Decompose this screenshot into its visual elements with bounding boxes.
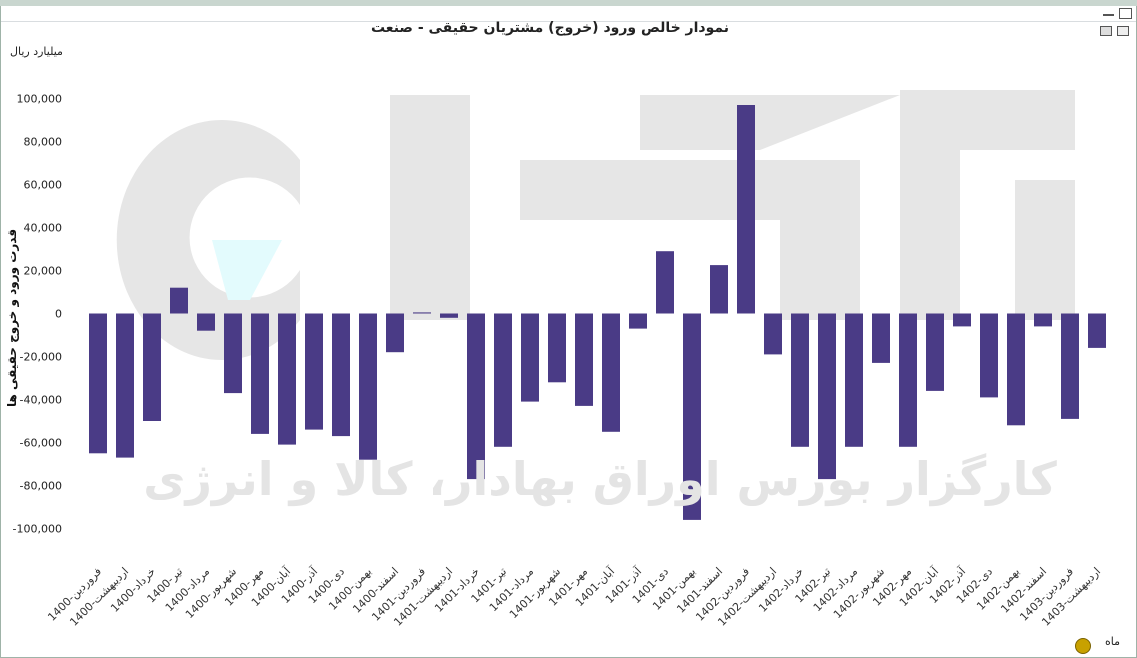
bar[interactable] — [1007, 313, 1025, 426]
bar[interactable] — [629, 313, 647, 329]
refresh-icon[interactable] — [1075, 638, 1091, 654]
bar[interactable] — [116, 313, 134, 458]
maximize-button[interactable] — [1119, 8, 1132, 19]
bar[interactable] — [872, 313, 890, 363]
bar[interactable] — [683, 313, 701, 520]
bar[interactable] — [953, 313, 971, 327]
y-tick-label: -100,000 — [13, 523, 62, 536]
bar[interactable] — [332, 313, 350, 437]
y-axis-title: قدرت ورود و خروج حقیقی ها — [5, 229, 20, 407]
period-label: ماه — [1105, 635, 1121, 648]
bars-group — [89, 105, 1106, 520]
y-tick-label: -40,000 — [20, 394, 62, 407]
bar[interactable] — [278, 313, 296, 445]
bar[interactable] — [845, 313, 863, 447]
y-tick-label: -80,000 — [20, 480, 62, 493]
bar[interactable] — [170, 287, 188, 314]
watermark-text: کارگزار بورس اوراق بهادار، کالا و انرژی — [143, 452, 1057, 506]
y-axis: 100,000 80,000 60,000 40,000 20,000 0 -20,000 -… — [13, 93, 62, 536]
y-tick-label: 20,000 — [24, 265, 63, 278]
bar[interactable] — [359, 313, 377, 460]
y-tick-label: 100,000 — [17, 93, 63, 106]
export-icon[interactable] — [1117, 26, 1129, 36]
bar[interactable] — [791, 313, 809, 447]
unit-label: میلیارد ریال — [10, 45, 63, 58]
bar[interactable] — [710, 265, 728, 314]
bar[interactable] — [305, 313, 323, 430]
bar[interactable] — [1088, 313, 1106, 348]
bar[interactable] — [980, 313, 998, 398]
bar[interactable] — [143, 313, 161, 422]
bar[interactable] — [413, 312, 431, 314]
panel-titlebar — [1, 7, 1136, 22]
chart-title: نمودار خالص ورود (خروج) مشتریان حقیقی - … — [370, 20, 730, 36]
y-tick-label: -20,000 — [20, 351, 62, 364]
y-tick-label: 60,000 — [24, 179, 63, 192]
bar[interactable] — [926, 313, 944, 391]
bar[interactable] — [1061, 313, 1079, 419]
y-tick-label: 0 — [55, 308, 62, 321]
bar[interactable] — [818, 313, 836, 480]
window-top-strip — [0, 0, 1137, 6]
bar[interactable] — [197, 313, 215, 331]
y-tick-label: 40,000 — [24, 222, 63, 235]
bar[interactable] — [1034, 313, 1052, 327]
bar[interactable] — [656, 251, 674, 314]
bar[interactable] — [899, 313, 917, 447]
x-axis-labels: 1400-فروردین1400-اردیبهشت1400-خرداد1400-… — [45, 564, 1103, 629]
minimize-button[interactable] — [1103, 12, 1114, 16]
bar[interactable] — [386, 313, 404, 353]
bar[interactable] — [548, 313, 566, 383]
bar[interactable] — [251, 313, 269, 434]
bar[interactable] — [602, 313, 620, 432]
bar[interactable] — [737, 105, 755, 314]
bar[interactable] — [89, 313, 107, 454]
bar[interactable] — [575, 313, 593, 406]
bar[interactable] — [764, 313, 782, 355]
watermark-logo — [116, 90, 1075, 361]
bar[interactable] — [440, 313, 458, 318]
bar[interactable] — [521, 313, 539, 402]
y-tick-label: 80,000 — [24, 136, 63, 149]
print-icon[interactable] — [1100, 26, 1112, 36]
bar[interactable] — [467, 313, 485, 480]
bar[interactable] — [494, 313, 512, 447]
y-tick-label: -60,000 — [20, 437, 62, 450]
bar[interactable] — [224, 313, 242, 394]
